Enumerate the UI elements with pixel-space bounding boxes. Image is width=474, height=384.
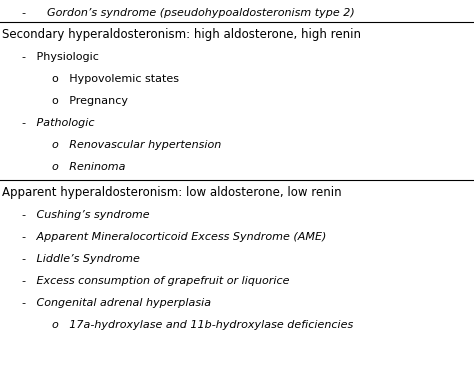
Text: -   Congenital adrenal hyperplasia: - Congenital adrenal hyperplasia	[22, 298, 211, 308]
Text: -   Apparent Mineralocorticoid Excess Syndrome (AME): - Apparent Mineralocorticoid Excess Synd…	[22, 232, 327, 242]
Text: o   Pregnancy: o Pregnancy	[52, 96, 128, 106]
Text: o   Hypovolemic states: o Hypovolemic states	[52, 74, 179, 84]
Text: -   Excess consumption of grapefruit or liquorice: - Excess consumption of grapefruit or li…	[22, 276, 290, 286]
Text: -      Gordon’s syndrome (pseudohypoaldosteronism type 2): - Gordon’s syndrome (pseudohypoaldostero…	[22, 8, 355, 18]
Text: o   Reninoma: o Reninoma	[52, 162, 126, 172]
Text: -   Pathologic: - Pathologic	[22, 118, 94, 128]
Text: -   Liddle’s Syndrome: - Liddle’s Syndrome	[22, 254, 140, 264]
Text: o   Renovascular hypertension: o Renovascular hypertension	[52, 140, 221, 150]
Text: o   17a-hydroxylase and 11b-hydroxylase deficiencies: o 17a-hydroxylase and 11b-hydroxylase de…	[52, 320, 353, 330]
Text: -   Physiologic: - Physiologic	[22, 52, 99, 62]
Text: Secondary hyperaldosteronism: high aldosterone, high renin: Secondary hyperaldosteronism: high aldos…	[2, 28, 361, 41]
Text: Apparent hyperaldosteronism: low aldosterone, low renin: Apparent hyperaldosteronism: low aldoste…	[2, 186, 342, 199]
Text: -   Cushing’s syndrome: - Cushing’s syndrome	[22, 210, 150, 220]
